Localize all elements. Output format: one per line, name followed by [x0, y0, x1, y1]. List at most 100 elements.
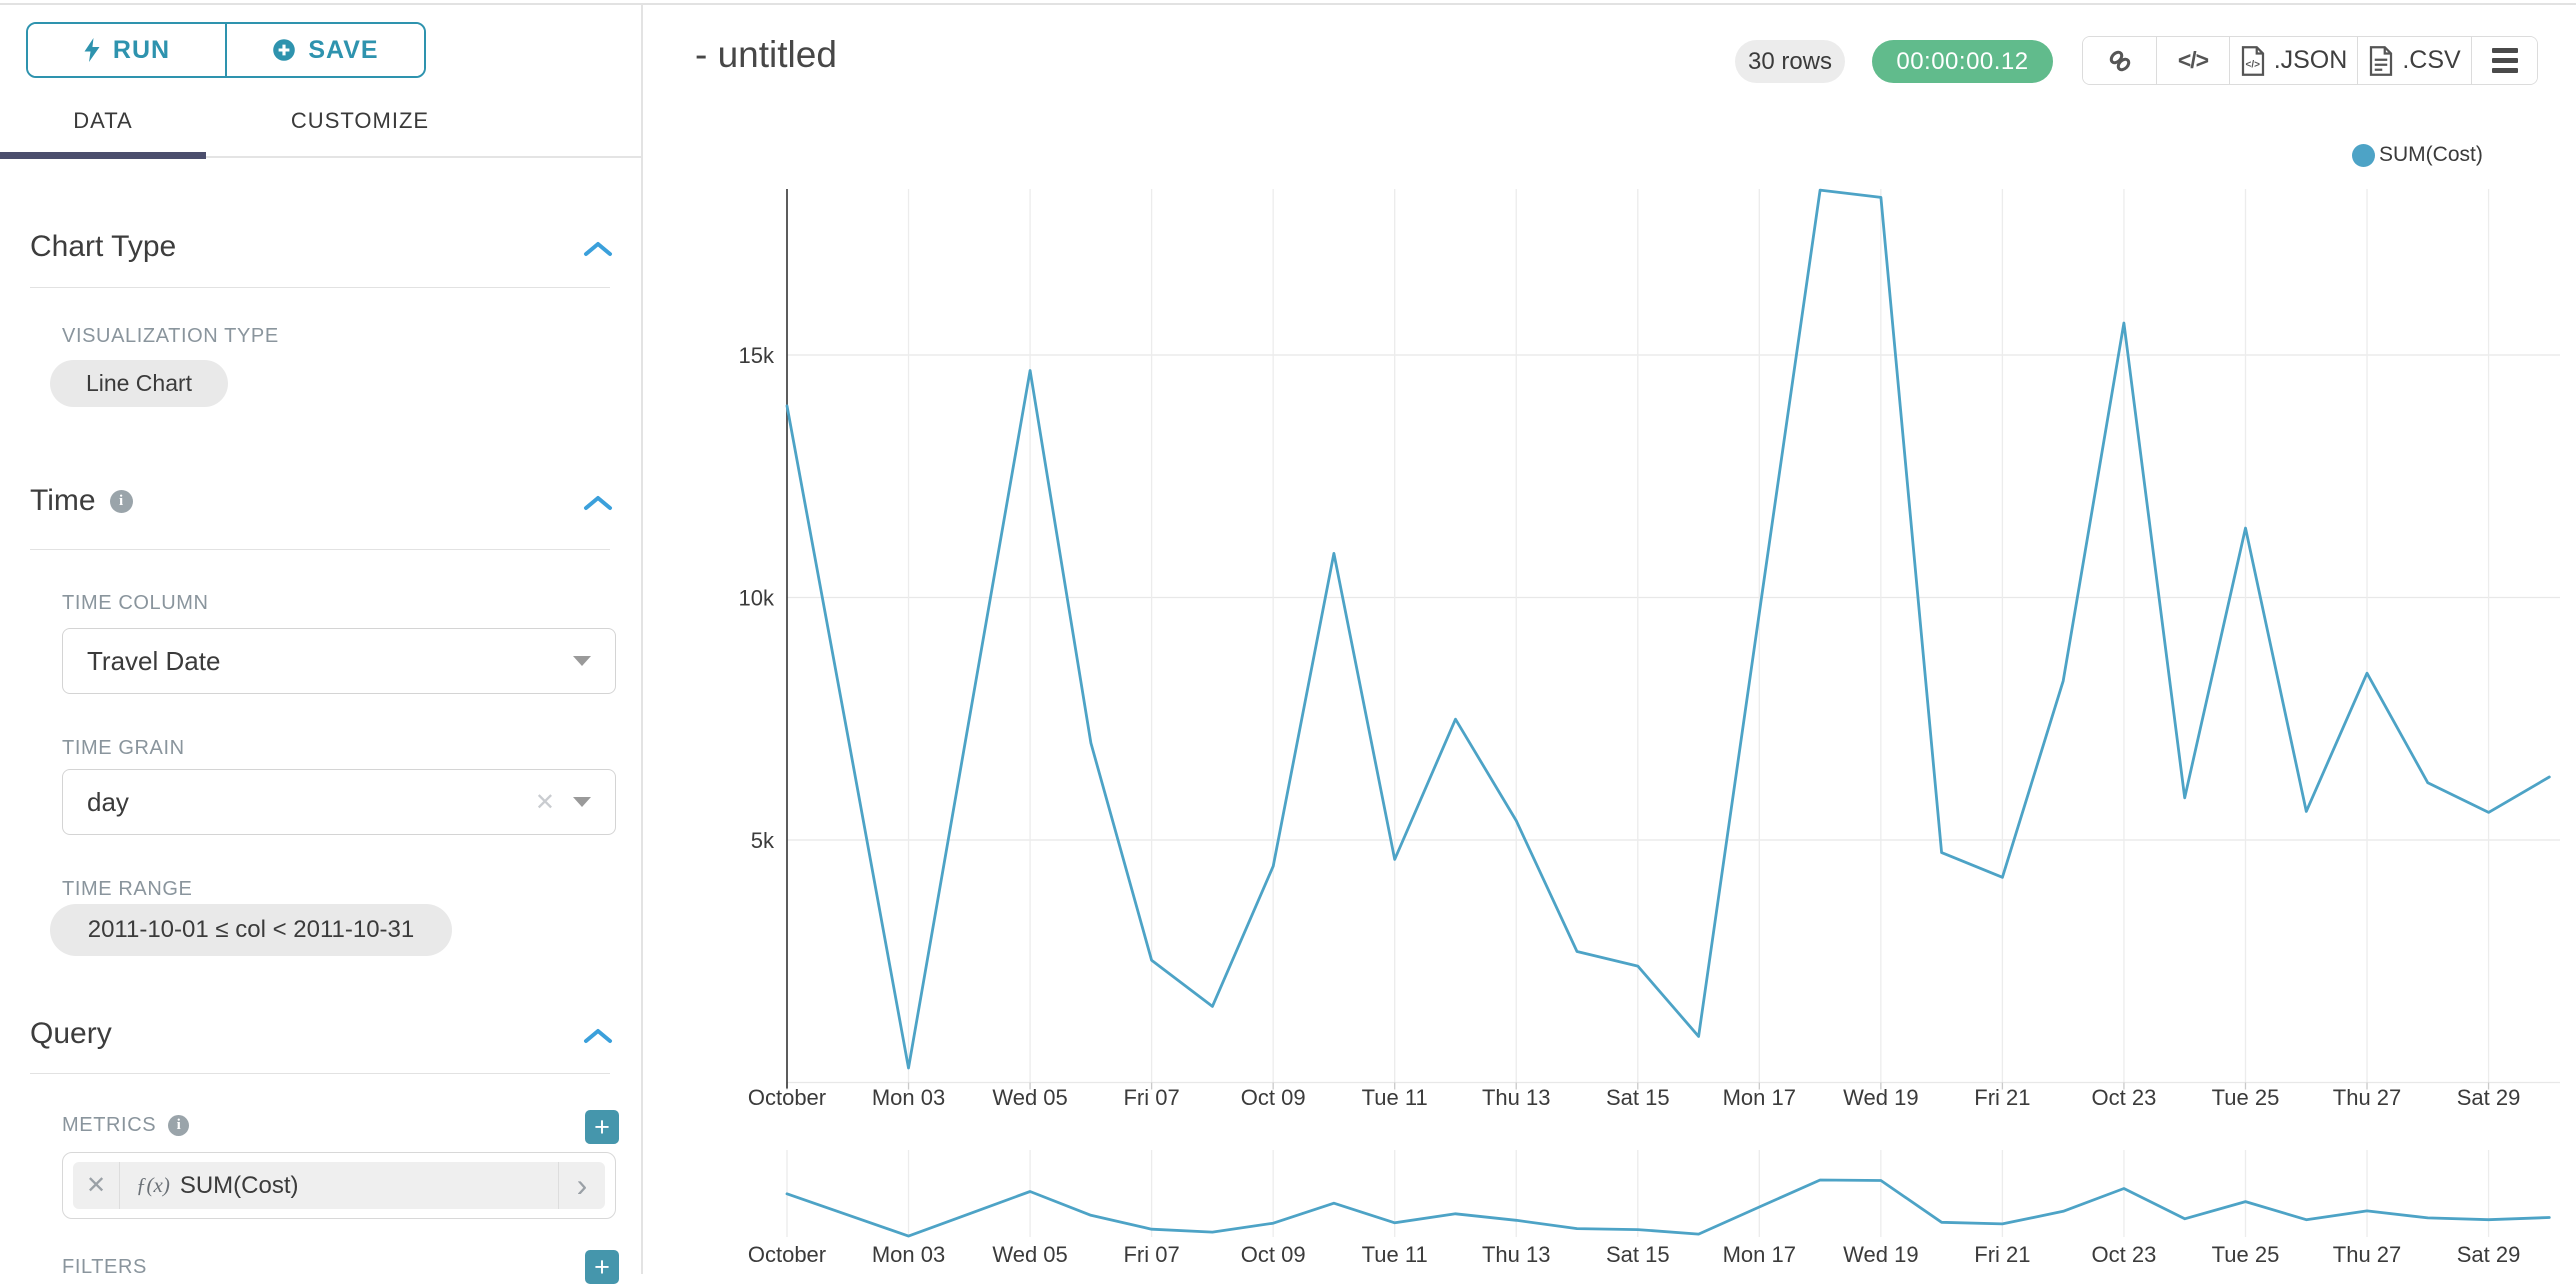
time-grain-label: TIME GRAIN: [62, 737, 185, 759]
info-icon: i: [109, 489, 133, 513]
pill-divider: [119, 1162, 120, 1209]
chevron-up-icon[interactable]: [583, 1027, 613, 1045]
svg-text:Thu 13: Thu 13: [1482, 1242, 1551, 1267]
tab-customize-label: CUSTOMIZE: [290, 108, 430, 133]
clear-x-icon[interactable]: ✕: [534, 788, 555, 816]
time-column-value: Travel Date: [87, 645, 221, 676]
svg-text:Wed 19: Wed 19: [1843, 1242, 1918, 1267]
section-title-chart-type: Chart Type: [30, 230, 177, 263]
time-range-pill[interactable]: 2011-10-01 ≤ col < 2011-10-31: [50, 904, 452, 956]
tab-data[interactable]: DATA: [0, 100, 206, 142]
chart-menu-button[interactable]: [2471, 37, 2537, 84]
share-link-button[interactable]: [2083, 37, 2156, 84]
sidebar-main-divider: [641, 4, 643, 1274]
legend-dot: [2352, 143, 2375, 167]
tab-rule: [0, 156, 641, 158]
time-range-value: 2011-10-01 ≤ col < 2011-10-31: [87, 916, 415, 943]
save-button[interactable]: SAVE: [225, 24, 424, 76]
fx-icon: ƒ(x): [136, 1173, 170, 1197]
svg-text:Sat 15: Sat 15: [1606, 1242, 1670, 1267]
chevron-up-icon[interactable]: [583, 494, 613, 512]
time-column-select[interactable]: Travel Date: [62, 628, 616, 694]
metrics-header: METRICS i: [62, 1114, 190, 1137]
svg-text:15k: 15k: [739, 343, 775, 368]
svg-text:Mon 17: Mon 17: [1723, 1085, 1796, 1110]
pill-divider: [558, 1162, 559, 1209]
svg-text:Oct 09: Oct 09: [1241, 1085, 1306, 1110]
svg-text:Tue 11: Tue 11: [1362, 1242, 1428, 1267]
svg-text:Wed 19: Wed 19: [1843, 1085, 1918, 1110]
svg-text:Fri 21: Fri 21: [1974, 1242, 2030, 1267]
section-divider: [30, 287, 610, 288]
chevron-up-icon[interactable]: [583, 240, 613, 258]
time-grain-select[interactable]: day ✕: [62, 769, 616, 835]
svg-text:Mon 03: Mon 03: [872, 1242, 945, 1267]
remove-metric-icon[interactable]: ✕: [85, 1172, 107, 1199]
chart-legend[interactable]: SUM(Cost): [2352, 143, 2483, 167]
chevron-right-icon[interactable]: ›: [576, 1167, 588, 1203]
svg-text:Mon 03: Mon 03: [872, 1085, 945, 1110]
svg-text:Thu 13: Thu 13: [1482, 1085, 1551, 1110]
menu-icon: [2491, 48, 2518, 73]
svg-text:Tue 25: Tue 25: [2212, 1085, 2280, 1110]
export-csv-label: .CSV: [2402, 46, 2461, 74]
svg-text:Fri 21: Fri 21: [1974, 1085, 2030, 1110]
time-grain-value: day: [87, 786, 129, 817]
svg-text:Wed 05: Wed 05: [992, 1085, 1067, 1110]
query-duration-badge[interactable]: 00:00:00.12: [1872, 40, 2053, 83]
metrics-label: METRICS: [62, 1114, 157, 1136]
save-button-label: SAVE: [308, 35, 379, 64]
svg-text:Thu 27: Thu 27: [2333, 1242, 2402, 1267]
export-csv-button[interactable]: .CSV: [2357, 37, 2471, 84]
add-metric-button[interactable]: +: [585, 1110, 619, 1144]
chart-title[interactable]: - untitled: [695, 34, 837, 75]
time-column-label: TIME COLUMN: [62, 592, 209, 614]
svg-text:Fri 07: Fri 07: [1123, 1085, 1179, 1110]
svg-text:October: October: [748, 1085, 826, 1110]
section-title-query: Query: [30, 1017, 112, 1050]
section-divider: [30, 1073, 610, 1074]
svg-text:Sat 29: Sat 29: [2457, 1085, 2521, 1110]
tab-customize[interactable]: CUSTOMIZE: [248, 100, 472, 142]
bolt-icon: [84, 38, 100, 62]
file-csv-icon: [2370, 45, 2393, 76]
code-icon: </>: [2177, 47, 2209, 73]
section-header-time: Time i: [30, 484, 133, 518]
caret-down-icon: [573, 656, 591, 666]
metric-pill[interactable]: ✕ ƒ(x) SUM(Cost) ›: [73, 1162, 605, 1209]
export-json-button[interactable]: </> .JSON: [2229, 37, 2357, 84]
add-filter-button[interactable]: +: [585, 1250, 619, 1284]
export-toolbar: </> </> .JSON .CSV: [2082, 36, 2538, 85]
svg-text:Thu 27: Thu 27: [2333, 1085, 2402, 1110]
svg-text:Fri 07: Fri 07: [1123, 1242, 1179, 1267]
viz-type-label: VISUALIZATION TYPE: [62, 325, 279, 347]
plus-icon: +: [594, 1111, 610, 1142]
info-icon: i: [168, 1115, 190, 1136]
svg-text:Mon 17: Mon 17: [1723, 1242, 1796, 1267]
section-divider: [30, 549, 610, 550]
window-top-rule: [0, 3, 2576, 5]
svg-text:5k: 5k: [751, 828, 775, 853]
export-json-label: .JSON: [2273, 46, 2348, 74]
svg-text:</>: </>: [2245, 59, 2260, 70]
plus-icon: +: [594, 1251, 610, 1282]
view-query-button[interactable]: </>: [2156, 37, 2229, 84]
svg-text:Oct 23: Oct 23: [2092, 1242, 2157, 1267]
run-save-button-group: RUN SAVE: [26, 22, 426, 78]
svg-text:Tue 25: Tue 25: [2212, 1242, 2280, 1267]
viz-type-pill[interactable]: Line Chart: [50, 360, 228, 407]
svg-text:Oct 23: Oct 23: [2092, 1085, 2157, 1110]
run-button-label: RUN: [112, 35, 171, 64]
svg-text:October: October: [748, 1242, 826, 1267]
link-icon: [2109, 50, 2130, 71]
run-button[interactable]: RUN: [28, 24, 225, 76]
svg-text:Wed 05: Wed 05: [992, 1242, 1067, 1267]
tab-active-indicator: [0, 152, 206, 159]
line-chart[interactable]: October October Mon 03 Mon 03 Wed 05 Wed 05 Fr…: [648, 85, 2576, 1274]
viz-type-value: Line Chart: [85, 370, 193, 396]
time-range-label: TIME RANGE: [62, 878, 193, 900]
file-json-icon: </>: [2241, 45, 2264, 76]
filters-label: FILTERS: [62, 1256, 147, 1278]
legend-series-label: SUM(Cost): [2379, 143, 2483, 166]
